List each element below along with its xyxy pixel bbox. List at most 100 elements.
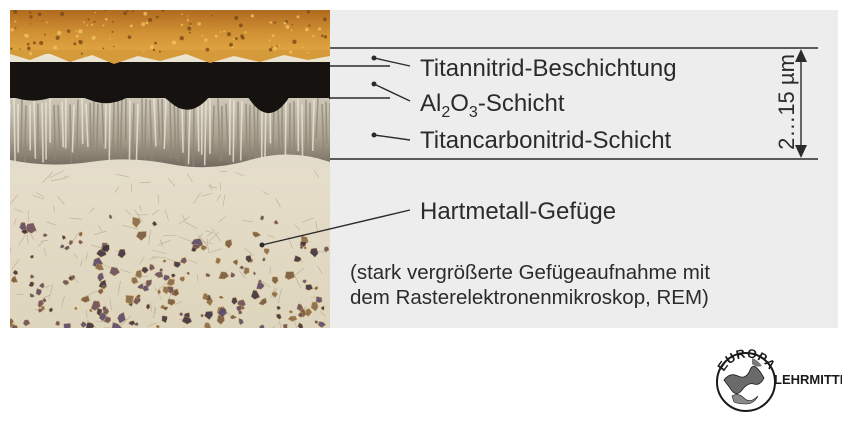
grain-boundary [18, 234, 26, 246]
grain-boundary [13, 218, 17, 226]
tin-speckle [273, 46, 277, 51]
al2o3-base-o: O [450, 90, 469, 117]
carbide-grain [276, 313, 282, 320]
carbide-grain [78, 239, 84, 245]
carbide-grain [97, 288, 104, 295]
grain-boundary [178, 236, 194, 243]
grain-boundary [275, 198, 281, 208]
carbide-grain [109, 266, 121, 277]
tin-speckle [292, 39, 297, 45]
carbide-grain [250, 289, 261, 300]
carbide-grain [203, 322, 212, 328]
tin-speckles [10, 10, 328, 56]
tin-speckle [312, 34, 315, 38]
tin-speckle [30, 23, 32, 25]
carbide-grain [240, 305, 246, 311]
carbide-grain [297, 312, 304, 318]
carbide-grain [117, 248, 126, 259]
grain-boundary [38, 241, 44, 247]
grain-boundary [201, 192, 213, 197]
grain-boundary [294, 276, 302, 289]
grain-boundary [98, 225, 103, 233]
carbide-grain [230, 271, 236, 278]
grain-boundary [148, 229, 151, 245]
grain-boundary [122, 225, 138, 230]
carbide-grain [200, 313, 204, 318]
tin-speckle [308, 24, 311, 27]
grain-boundary [205, 230, 213, 234]
grain-boundary [53, 205, 55, 213]
grain-boundary [222, 194, 226, 206]
grain-boundary [277, 288, 282, 304]
grain-boundary [206, 232, 213, 237]
grain-boundary [175, 300, 183, 306]
ticn-column [169, 99, 173, 159]
ticn-column [131, 103, 135, 150]
carbide-grain [271, 276, 279, 285]
tin-speckle [94, 12, 97, 14]
carbide-grain [287, 315, 298, 322]
carbide-grain [38, 282, 45, 289]
carbide-grain [255, 281, 265, 290]
carbide-grain [68, 240, 74, 246]
tin-speckle [57, 30, 62, 35]
grain-boundary [187, 259, 198, 264]
tin-speckle [154, 41, 157, 45]
tin-speckle [112, 45, 115, 48]
tin-speckle [75, 30, 78, 32]
ticn-column [135, 104, 139, 161]
carbide-grain [205, 272, 211, 278]
tin-speckle [141, 22, 146, 27]
tin-layer-region [10, 10, 330, 54]
carbide-grain [262, 257, 266, 262]
carbide-grain [101, 284, 107, 289]
tin-speckle [27, 46, 31, 51]
carbide-grain [35, 288, 42, 296]
grain-boundary [125, 209, 132, 216]
ticn-column [153, 98, 157, 147]
carbide-grain [80, 321, 88, 328]
label-titanium-nitride-coating: Titannitrid-Beschichtung [420, 55, 677, 82]
al2o3-suffix: -Schicht [477, 90, 565, 117]
tin-speckle [29, 15, 33, 19]
grain-boundary [158, 239, 171, 246]
grain-boundary [147, 322, 157, 327]
carbide-grain [245, 254, 253, 263]
carbide-grain [179, 312, 184, 317]
grain-boundary [151, 256, 166, 258]
grain-boundary [293, 267, 305, 277]
tin-speckle [306, 10, 311, 14]
ticn-column [41, 103, 44, 163]
dimension-label: 2…15 µm [774, 54, 799, 150]
ticn-column [108, 103, 111, 162]
tin-speckle [129, 24, 133, 28]
carbide-grain [190, 246, 197, 253]
carbide-grain [135, 269, 143, 279]
tin-speckle [109, 38, 111, 40]
carbide-grain [162, 306, 169, 311]
ticn-column [325, 101, 328, 144]
grain-boundary [117, 281, 121, 296]
tin-speckle [78, 40, 83, 45]
al2o3-subscript-2: 2 [441, 103, 451, 121]
tin-speckle [285, 24, 290, 29]
tin-speckle [112, 21, 114, 23]
grain-boundary [36, 192, 45, 198]
carbide-grain [314, 320, 319, 324]
grain-boundary [85, 252, 88, 261]
carbide-grain [231, 297, 238, 306]
carbide-grain [203, 311, 214, 321]
ticn-column [85, 103, 89, 148]
carbide-grain [135, 231, 147, 241]
grain-boundary [139, 181, 151, 184]
carbide-grain [301, 279, 308, 284]
grain-boundary [14, 208, 23, 213]
grain-boundary [40, 239, 49, 242]
grain-boundary [45, 221, 56, 226]
grain-boundary [10, 194, 19, 205]
ticn-column [225, 103, 229, 146]
al2o3-base-al: Al [420, 90, 442, 117]
grain-boundary [317, 266, 323, 275]
tin-speckle [204, 38, 208, 42]
carbide-grain [68, 276, 73, 281]
